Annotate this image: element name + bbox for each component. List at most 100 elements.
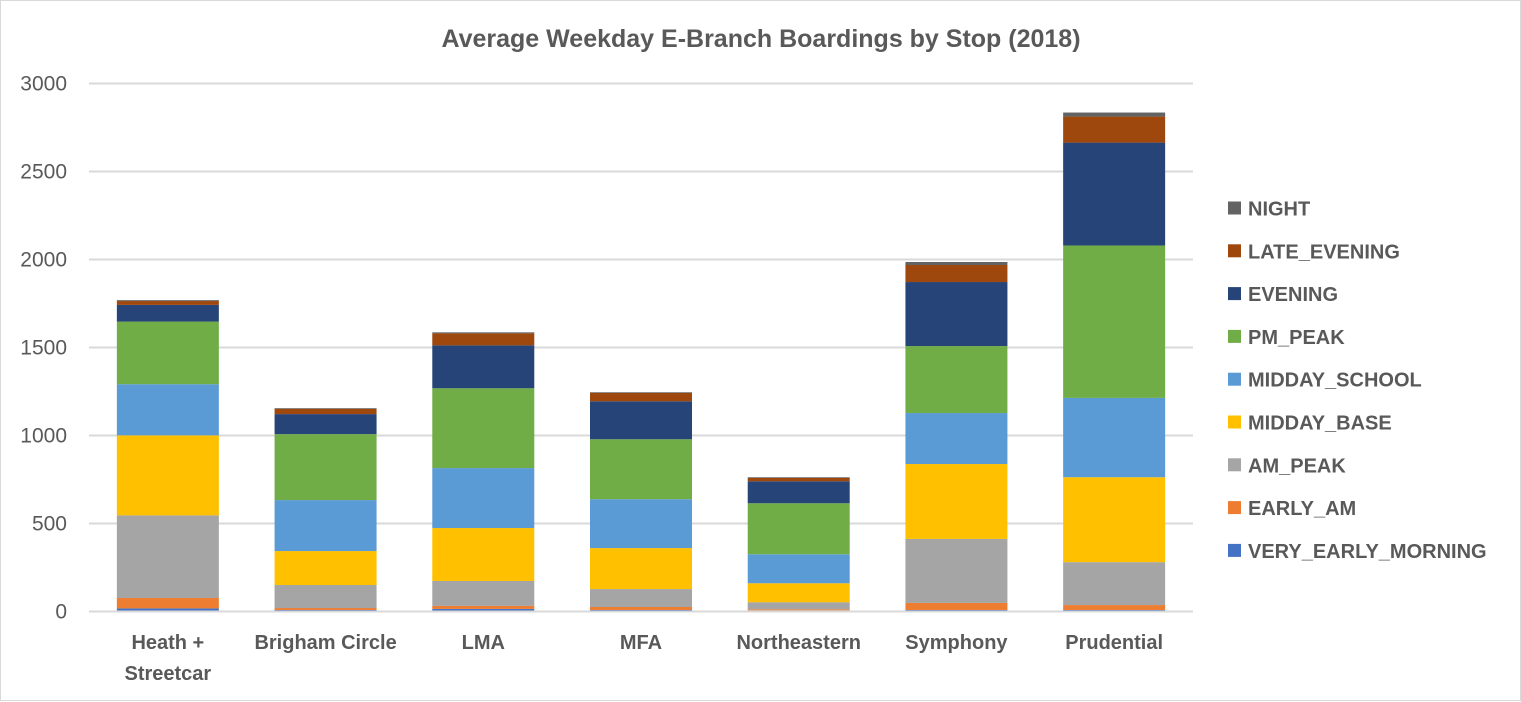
bar-segment-night (748, 477, 850, 478)
bar-segment-night (905, 262, 1007, 265)
legend-item: AM_PEAK (1228, 455, 1346, 477)
x-tick-label: Northeastern (736, 632, 860, 654)
x-tick-label-line: Northeastern (736, 632, 860, 654)
bar-segment-am-peak (748, 602, 850, 609)
x-axis-labels: Heath + Streetcar Brigham Circle LMA MFA Nort… (124, 632, 1163, 685)
legend-label: EARLY_AM (1248, 498, 1356, 520)
y-tick-label: 3000 (20, 73, 67, 96)
bar-segment-am-peak (1063, 562, 1165, 605)
legend-item: MIDDAY_SCHOOL (1228, 370, 1422, 392)
x-tick-label: Prudential (1065, 632, 1163, 654)
bar-segment-midday-school (117, 384, 219, 435)
bar-segment-late-evening (590, 393, 692, 401)
bar-segment-early-am (432, 606, 534, 609)
x-tick-label-line: Brigham Circle (254, 632, 396, 654)
bar-segment-midday-school (748, 554, 850, 583)
legend-label: MIDDAY_BASE (1248, 413, 1392, 435)
legend-label: PM_PEAK (1248, 327, 1345, 349)
bar-segment-evening (117, 305, 219, 322)
bar-segment-pm-peak (432, 388, 534, 468)
legend: NIGHT LATE_EVENING EVENING PM_PEAK MIDDAY_SC… (1228, 199, 1487, 563)
bar-segment-midday-school (905, 413, 1007, 464)
legend-swatch-icon (1228, 287, 1241, 300)
bar-segment-late-evening (432, 333, 534, 345)
bar-segment-am-peak (590, 589, 692, 607)
x-tick-label: LMA (462, 632, 505, 654)
bar-segment-midday-base (590, 548, 692, 589)
y-tick-label: 2000 (20, 249, 67, 272)
x-tick-label: Brigham Circle (254, 632, 396, 654)
bar-segment-very-early-morning (432, 609, 534, 611)
legend-item: LATE_EVENING (1228, 241, 1400, 263)
bar-segment-am-peak (275, 585, 377, 608)
bar-segment-pm-peak (590, 439, 692, 499)
y-tick-label: 1000 (20, 425, 67, 448)
bar-segment-evening (748, 481, 850, 503)
bar-stack (905, 262, 1007, 611)
legend-label: NIGHT (1248, 199, 1310, 221)
legend-swatch-icon (1228, 244, 1241, 257)
bar-segment-midday-base (905, 464, 1007, 539)
legend-item: MIDDAY_BASE (1228, 413, 1392, 435)
y-tick-label: 1500 (20, 337, 67, 360)
legend-item: PM_PEAK (1228, 327, 1345, 349)
bar-segment-early-am (905, 603, 1007, 610)
bar-stack (1063, 113, 1165, 611)
chart-title: Average Weekday E-Branch Boardings by St… (441, 25, 1080, 53)
bar-segment-pm-peak (748, 503, 850, 554)
y-tick-label: 2500 (20, 161, 67, 184)
bar-segment-pm-peak (117, 322, 219, 385)
bar-segment-midday-school (432, 468, 534, 528)
bar-segment-am-peak (117, 515, 219, 598)
bar-segment-very-early-morning (905, 610, 1007, 611)
bar-segment-evening (275, 414, 377, 434)
bar-segment-late-evening (117, 301, 219, 305)
legend-item: VERY_EARLY_MORNING (1228, 541, 1487, 563)
bar-segment-evening (432, 345, 534, 388)
legend-label: LATE_EVENING (1248, 241, 1400, 263)
bar-segment-night (275, 408, 377, 409)
legend-label: VERY_EARLY_MORNING (1248, 541, 1487, 563)
bar-segment-very-early-morning (590, 610, 692, 611)
legend-item: EARLY_AM (1228, 498, 1356, 520)
legend-swatch-icon (1228, 416, 1241, 429)
bar-segment-evening (590, 401, 692, 439)
bar-segment-am-peak (905, 539, 1007, 603)
legend-label: MIDDAY_SCHOOL (1248, 370, 1422, 392)
bar-segment-very-early-morning (117, 608, 219, 610)
x-tick-label-line: LMA (462, 632, 505, 654)
bar-segment-early-am (275, 608, 377, 610)
bar-segment-midday-school (275, 500, 377, 551)
x-tick-label: MFA (620, 632, 662, 654)
bar-segment-early-am (590, 607, 692, 610)
bar-segment-midday-school (1063, 398, 1165, 477)
x-tick-label: Symphony (905, 632, 1008, 654)
bar-segment-evening (905, 282, 1007, 346)
bar-segment-pm-peak (275, 434, 377, 500)
bar-stack (275, 408, 377, 610)
legend-swatch-icon (1228, 330, 1241, 343)
bar-segment-night (117, 300, 219, 301)
bar-segment-evening (1063, 143, 1165, 246)
x-tick-label: Heath + Streetcar (124, 632, 211, 685)
legend-item: EVENING (1228, 284, 1338, 306)
y-tick-label: 500 (32, 513, 67, 536)
bar-stack (432, 332, 534, 610)
bar-segment-late-evening (748, 478, 850, 481)
legend-swatch-icon (1228, 373, 1241, 386)
x-tick-label-line: Symphony (905, 632, 1008, 654)
bar-stack (117, 300, 219, 610)
bars (117, 113, 1165, 611)
legend-item: NIGHT (1228, 199, 1310, 221)
x-tick-label-line: Prudential (1065, 632, 1163, 654)
bar-segment-pm-peak (905, 346, 1007, 413)
bar-segment-am-peak (432, 581, 534, 606)
bar-segment-late-evening (1063, 117, 1165, 143)
x-tick-label-line: Heath + (131, 632, 204, 654)
x-tick-label-line: Streetcar (124, 663, 211, 685)
bar-stack (748, 477, 850, 610)
bar-segment-late-evening (275, 409, 377, 414)
legend-label: AM_PEAK (1248, 455, 1346, 477)
